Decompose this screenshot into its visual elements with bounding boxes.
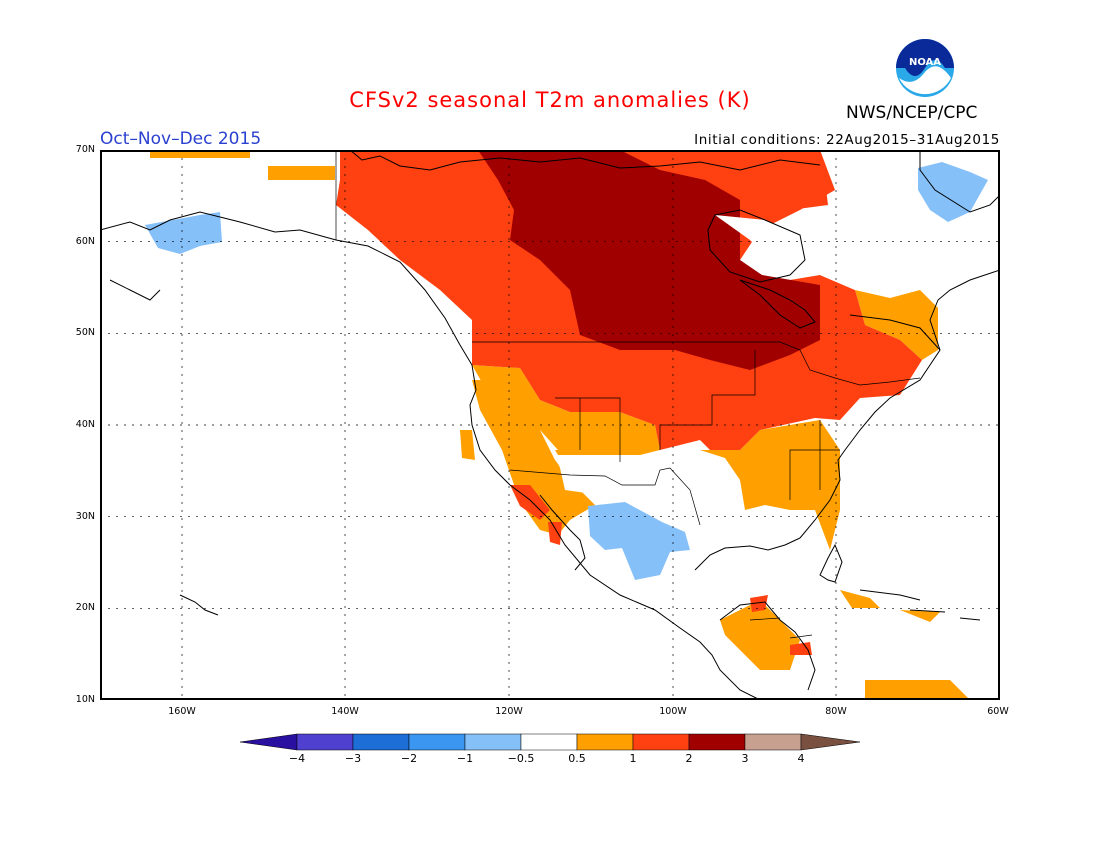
anomaly-map [100, 150, 1000, 700]
colorbar-swatch-4 [464, 733, 522, 751]
colorbar-swatch-1 [296, 733, 354, 751]
colorbar-swatch-7 [632, 733, 690, 751]
anomaly-hole-northeast [816, 222, 920, 298]
lat-label-50n: 50N [75, 327, 95, 338]
colorbar-swatch-3 [408, 733, 466, 751]
anomaly-area-red-mexico-coast [510, 485, 562, 545]
anomaly-area-orange-central-america [720, 600, 800, 670]
lon-label-100w: 100W [659, 706, 687, 717]
colorbar [240, 733, 860, 751]
lat-label-20n: 20N [75, 602, 95, 613]
noaa-logo: NOAA [896, 39, 954, 97]
colorbar-swatch-5 [520, 733, 578, 751]
lon-label-120w: 120W [495, 706, 523, 717]
colorbar-swatch-6 [576, 733, 634, 751]
lon-label-80w: 80W [825, 706, 847, 717]
colorbar-label-6: 1 [629, 752, 637, 765]
coastline-layer [100, 150, 1000, 700]
colorbar-swatch-10 [800, 733, 860, 751]
anomaly-area-darkred-canada [478, 150, 820, 370]
lon-label-160w: 160W [168, 706, 196, 717]
lat-label-40n: 40N [75, 419, 95, 430]
colorbar-label-5: 0.5 [568, 752, 586, 765]
map-title: CFSv2 seasonal T2m anomalies (K) [349, 88, 751, 112]
anomaly-hole-southwest [555, 455, 725, 530]
colorbar-label-0: −4 [288, 752, 306, 765]
season-label: Oct–Nov–Dec 2015 [100, 129, 262, 149]
lat-label-70n: 70N [75, 144, 95, 155]
colorbar-swatch-0 [240, 733, 298, 751]
graticule-layer [100, 150, 1000, 700]
anomaly-area-blue-greenland [918, 162, 988, 222]
anomaly-area-blue-mexico [588, 502, 690, 580]
colorbar-swatch-2 [352, 733, 410, 751]
colorbar-label-4: −0.5 [507, 752, 535, 765]
anomaly-area-red-central-america [750, 595, 812, 655]
anomaly-fill-layer [145, 150, 988, 700]
colorbar-label-3: −1 [456, 752, 474, 765]
initial-conditions-label: Initial conditions: 22Aug2015–31Aug2015 [694, 132, 1000, 148]
border-layer [335, 150, 921, 639]
anomaly-area-orange-west [472, 365, 660, 450]
anomaly-area-orange-east-canada [855, 280, 938, 360]
lat-label-10n: 10N [75, 694, 95, 705]
colorbar-label-2: −2 [400, 752, 418, 765]
noaa-logo-text: NOAA [909, 57, 941, 68]
anomaly-area-red-east-canada [790, 180, 828, 210]
anomaly-hole-hudson-bay [715, 215, 800, 265]
colorbar-label-7: 2 [685, 752, 693, 765]
colorbar-swatch-9 [744, 733, 802, 751]
colorbar-label-8: 3 [741, 752, 749, 765]
lat-label-60n: 60N [75, 236, 95, 247]
anomaly-area-orange-main [460, 380, 840, 550]
map-frame [100, 150, 1000, 700]
anomaly-area-orange-caribbean [840, 590, 970, 700]
agency-label: NWS/NCEP/CPC [846, 103, 978, 123]
lat-label-30n: 30N [75, 511, 95, 522]
lon-label-60w: 60W [987, 706, 1009, 717]
colorbar-swatch-8 [688, 733, 746, 751]
lon-label-140w: 140W [331, 706, 359, 717]
anomaly-area-orange-yukon [268, 166, 335, 180]
colorbar-label-1: −3 [344, 752, 362, 765]
colorbar-label-9: 4 [797, 752, 805, 765]
